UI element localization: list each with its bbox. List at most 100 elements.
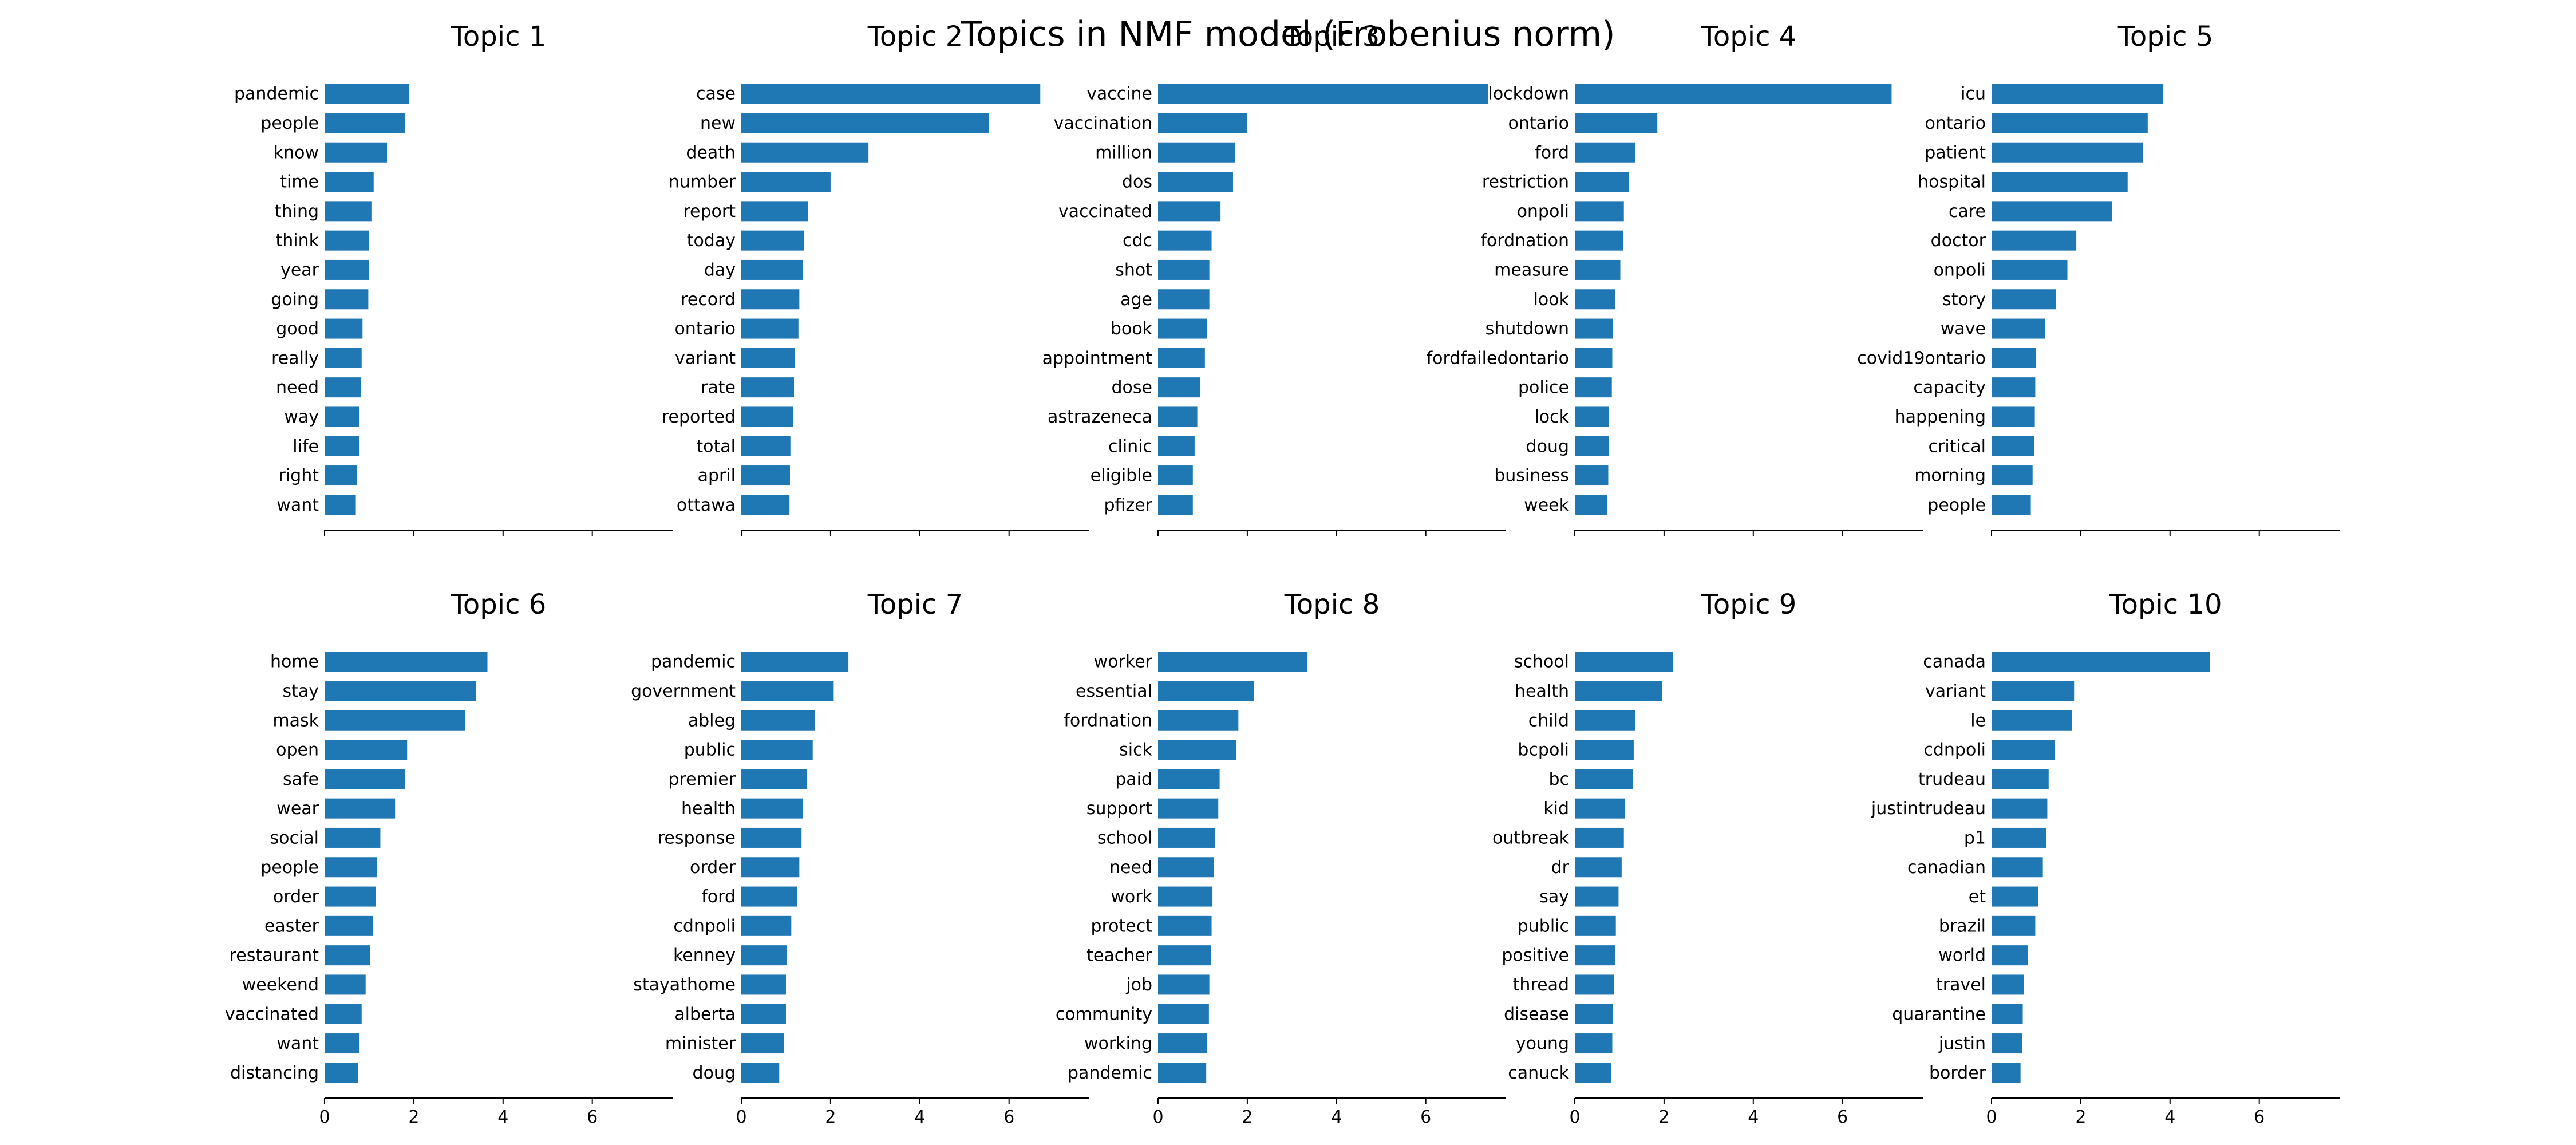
y-tick-label: business — [1494, 466, 1569, 486]
y-tick-label: pandemic — [234, 84, 319, 104]
bar-world — [1992, 945, 2028, 966]
bar-ontario — [741, 318, 799, 339]
bar-want — [325, 495, 356, 515]
y-tick-label: cdc — [1123, 231, 1152, 251]
panel-title: Topic 10 — [2108, 589, 2222, 621]
y-tick-label: ford — [701, 887, 736, 907]
y-tick-label: positive — [1502, 946, 1569, 966]
y-tick-label: doug — [693, 1063, 736, 1083]
y-tick-label: world — [1938, 946, 1986, 966]
x-tick-label: 0 — [1986, 1107, 1997, 1127]
y-tick-label: measure — [1494, 260, 1569, 280]
bar-astrazeneca — [1158, 406, 1198, 427]
y-tick-label: capacity — [1913, 378, 1986, 398]
x-tick-label: 2 — [1658, 1107, 1669, 1127]
y-tick-label: number — [669, 172, 736, 192]
y-tick-label: ontario — [674, 319, 736, 339]
y-tick-label: border — [1929, 1063, 1986, 1083]
x-tick-label: 0 — [319, 1107, 330, 1127]
bar-kenney — [741, 945, 787, 966]
bar-dose — [1158, 377, 1201, 398]
bar-thread — [1575, 974, 1614, 995]
bar-government — [741, 681, 834, 701]
y-tick-label: report — [683, 202, 736, 222]
y-tick-label: variant — [675, 348, 736, 368]
y-tick-label: say — [1539, 887, 1569, 907]
y-tick-label: working — [1084, 1034, 1152, 1054]
bar-home — [325, 652, 488, 672]
y-tick-label: year — [280, 260, 319, 280]
y-tick-label: distancing — [230, 1063, 319, 1083]
bar-pandemic — [741, 652, 849, 672]
y-tick-label: stayathome — [633, 975, 736, 995]
bar-ontario — [1575, 113, 1658, 133]
y-tick-label: fordnation — [1064, 710, 1152, 731]
bar-pfizer — [1158, 495, 1193, 515]
bar-doug — [1575, 436, 1609, 456]
y-tick-label: justintrudeau — [1871, 799, 1986, 819]
topic-panel-3: Topic 3 vaccine vaccination million dos vacci… — [1042, 21, 1506, 536]
bar-reported — [741, 406, 793, 427]
bar-premier — [741, 769, 807, 789]
bar-vaccination — [1158, 113, 1247, 133]
bar-disease — [1575, 1004, 1614, 1024]
bar-stay — [325, 681, 477, 701]
bar-bc — [1575, 769, 1633, 789]
topic-panel-9: Topic 9 school health child bcpoli bc kid outbr… — [1492, 589, 1923, 1127]
y-tick-label: sick — [1119, 740, 1152, 760]
y-tick-label: story — [1942, 290, 1986, 310]
bar-ottawa — [741, 495, 790, 515]
bar-work — [1158, 886, 1213, 907]
bar-p1 — [1992, 827, 2046, 848]
bar-fordnation — [1575, 230, 1623, 251]
y-tick-label: worker — [1094, 652, 1153, 672]
y-tick-label: order — [690, 858, 736, 878]
y-tick-label: easter — [264, 916, 319, 936]
x-tick-label: 4 — [1748, 1107, 1759, 1127]
bar-essential — [1158, 681, 1254, 701]
y-tick-label: doug — [1526, 436, 1569, 456]
bar-week — [1575, 495, 1607, 515]
y-tick-label: covid19ontario — [1857, 348, 1986, 368]
bar-canadian — [1992, 857, 2043, 878]
bar-school — [1575, 652, 1673, 672]
y-tick-label: dos — [1122, 172, 1152, 192]
bar-april — [741, 465, 790, 486]
bar-kid — [1575, 798, 1625, 819]
bar-easter — [325, 915, 373, 936]
panel-title: Topic 4 — [1701, 21, 1797, 53]
bar-order — [325, 886, 376, 907]
bar-need — [1158, 857, 1214, 878]
y-tick-label: need — [1109, 858, 1152, 878]
bar-year — [325, 259, 369, 280]
y-tick-label: age — [1120, 290, 1152, 310]
panel-title: Topic 6 — [451, 589, 547, 621]
bar-quarantine — [1992, 1004, 2023, 1024]
bar-right — [325, 465, 357, 486]
bar-public — [1575, 915, 1616, 936]
y-tick-label: eligible — [1091, 466, 1152, 486]
topic-panel-4: Topic 4 lockdown ontario ford restriction onp… — [1427, 21, 1923, 536]
bar-sick — [1158, 740, 1236, 760]
bar-people — [1992, 495, 2031, 515]
y-tick-label: patient — [1925, 143, 1986, 163]
bar-wave — [1992, 318, 2045, 339]
bar-alberta — [741, 1004, 786, 1024]
bar-worker — [1158, 652, 1308, 672]
y-tick-label: want — [276, 1034, 319, 1054]
bar-people — [325, 113, 405, 133]
y-tick-label: order — [273, 887, 319, 907]
bar-onpoli — [1575, 201, 1624, 222]
bar-age — [1158, 289, 1210, 310]
y-tick-label: happening — [1895, 407, 1986, 427]
x-tick-label: 6 — [2254, 1107, 2265, 1127]
y-tick-label: lock — [1534, 407, 1569, 427]
bar-response — [741, 827, 802, 848]
y-tick-label: bc — [1548, 769, 1569, 789]
bar-wear — [325, 798, 396, 819]
bar-want — [325, 1033, 359, 1054]
y-tick-label: record — [681, 290, 736, 310]
y-tick-label: p1 — [1964, 828, 1986, 848]
bar-dr — [1575, 857, 1622, 878]
y-tick-label: good — [276, 319, 319, 339]
